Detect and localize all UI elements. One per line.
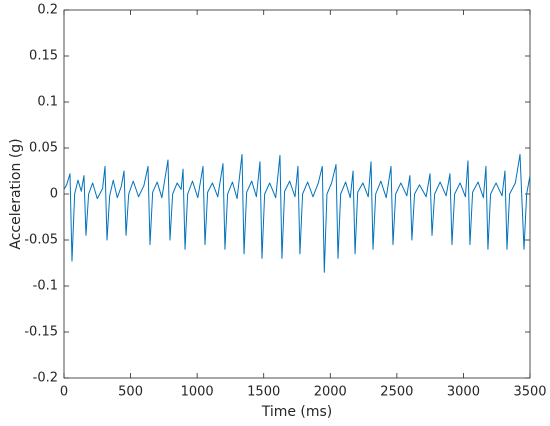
y-tick-label: -0.05	[24, 233, 58, 248]
x-tick-label: 1500	[247, 385, 280, 400]
x-tick-label: 500	[118, 385, 143, 400]
y-tick-label: 0.15	[29, 49, 58, 64]
x-tick-label: 1000	[181, 385, 214, 400]
plot-frame	[63, 9, 531, 379]
x-tick-label: 0	[60, 385, 68, 400]
y-tick-label: -0.1	[33, 279, 58, 294]
y-tick-label: 0.2	[37, 3, 58, 18]
x-tick-label: 3000	[447, 385, 480, 400]
y-tick-label: 0	[50, 187, 58, 202]
x-tick-label: 2500	[380, 385, 413, 400]
x-axis-label: Time (ms)	[261, 404, 333, 420]
x-tick-label: 3500	[513, 385, 546, 400]
y-tick-label: -0.15	[24, 325, 58, 340]
y-tick-label: 0.05	[29, 141, 58, 156]
y-axis-label: Acceleration (g)	[8, 138, 24, 249]
y-tick-label: 0.1	[37, 95, 58, 110]
x-tick-label: 2000	[314, 385, 347, 400]
y-tick-label: -0.2	[33, 371, 58, 386]
data-line	[63, 153, 531, 273]
